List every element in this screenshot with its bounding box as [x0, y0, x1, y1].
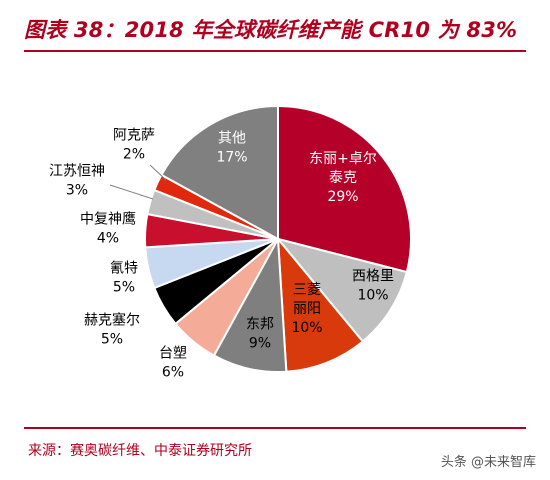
slice-label: 氰特 5%: [110, 261, 138, 296]
slice-name-label: 泰克: [329, 170, 357, 186]
slice-label: 赫克塞尔 5%: [84, 312, 140, 348]
slice-label: 东邦 9%: [246, 317, 274, 352]
title-rule: [24, 50, 526, 52]
slice-name-label: 丽阳: [293, 301, 321, 317]
slice-name-label: 西格里: [352, 269, 394, 285]
slice-name-label: 氰特: [110, 261, 138, 277]
slice-name-label: 台塑: [159, 346, 187, 362]
slice-label: 中复神鹰 4%: [80, 211, 136, 247]
pie-slice: [276, 235, 365, 373]
slice-name-label: 东丽+卓尔: [309, 151, 377, 167]
slice-name-label: 三菱: [293, 282, 321, 298]
slice-value-label: 5%: [101, 332, 123, 348]
slice-name-label: 江苏恒神: [49, 164, 105, 180]
slice-value-label: 10%: [357, 288, 388, 304]
watermark: 头条 @未来智库: [440, 455, 536, 470]
slice-label: 台塑 6%: [159, 346, 187, 381]
slice-value-label: 3%: [66, 183, 88, 199]
source-note: 来源：赛奥碳纤维、中泰证券研究所: [28, 443, 252, 459]
slice-value-label: 5%: [113, 280, 135, 296]
pie-slice: [160, 104, 279, 241]
slice-value-label: 29%: [327, 189, 358, 205]
slice-value-label: 6%: [162, 365, 184, 381]
leader-line: [109, 184, 154, 200]
pie-slice: [277, 104, 412, 274]
chart-title: 图表 38：2018 年全球碳纤维产能 CR10 为 83%: [24, 18, 518, 42]
slice-name-label: 其他: [218, 131, 246, 147]
source-rule: [24, 427, 526, 429]
slice-value-label: 2%: [123, 147, 145, 163]
slice-label: 其他 17%: [216, 131, 247, 166]
slice-value-label: 10%: [291, 320, 322, 336]
slice-name-label: 中复神鹰: [80, 211, 136, 228]
pie-slice: [275, 237, 409, 343]
slice-label: 江苏恒神 3%: [49, 164, 105, 199]
slice-label: 阿克萨 2%: [113, 128, 155, 163]
slice-value-label: 17%: [216, 150, 247, 166]
slice-label: 西格里 10%: [352, 269, 394, 304]
slice-label: 东丽+卓尔泰克 29%: [309, 151, 377, 205]
slice-name-label: 阿克萨: [113, 128, 155, 144]
leader-line: [149, 164, 167, 181]
slice-label: 三菱丽阳 10%: [291, 282, 322, 336]
slice-name-label: 东邦: [246, 317, 274, 333]
slice-value-label: 4%: [97, 231, 119, 247]
slice-value-label: 9%: [249, 336, 271, 352]
pie-chart: 东丽+卓尔泰克 29% 西格里 10% 三菱丽阳 10% 东邦 9% 台塑 6% 赫克塞尔 5% 氰特 5…: [49, 104, 412, 381]
slice-name-label: 赫克塞尔: [84, 312, 140, 329]
